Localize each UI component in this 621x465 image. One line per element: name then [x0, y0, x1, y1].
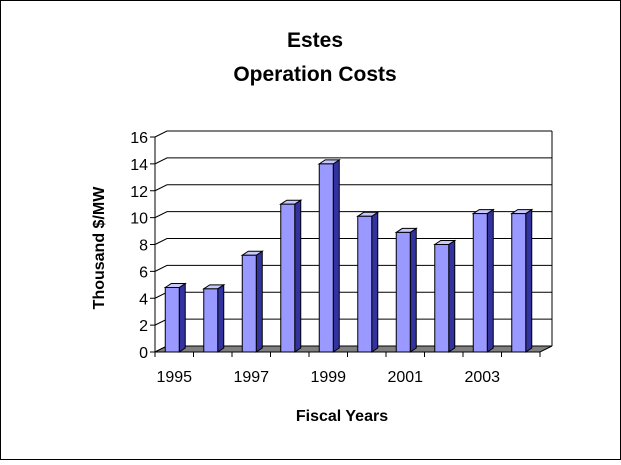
bar-2003: [472, 213, 488, 353]
bar-2001: [395, 231, 411, 353]
y-tick-label-7: 14: [130, 157, 148, 174]
chart-title-line-1: Estes: [287, 29, 343, 52]
bar-side-1997: [255, 250, 263, 353]
y-tick-label-5: 10: [130, 211, 148, 228]
y-tick-label-2: 4: [139, 291, 148, 308]
bar-side-2001: [409, 227, 417, 353]
x-tick-label-1999: 1999: [310, 369, 346, 386]
bar-side-1999: [332, 158, 340, 353]
gridline-4: [154, 238, 552, 245]
bar-2002: [434, 244, 450, 353]
bar-1997: [241, 254, 257, 353]
x-tick-label-2003: 2003: [464, 369, 500, 386]
y-axis-title: Thousand $/MW: [91, 186, 108, 310]
bar-1996: [203, 288, 219, 353]
x-tick-label-1997: 1997: [233, 369, 269, 386]
gridline-6: [154, 184, 552, 192]
bar-side-2004: [525, 208, 533, 353]
plot-area: 0 2 4 6 8 10 12 14 16 1995 1997 1999 2001 2003: [130, 130, 553, 386]
y-tick-label-3: 6: [139, 264, 148, 281]
gridline-5: [154, 211, 552, 219]
y-tick-label-8: 16: [130, 130, 148, 147]
gridline-8: [154, 130, 552, 138]
y-tick-label-4: 8: [139, 238, 148, 255]
bar-1999: [318, 163, 334, 353]
bar-side-1995: [178, 282, 186, 353]
bar-2000: [357, 215, 373, 353]
y-tick-label-0: 0: [139, 345, 148, 362]
y-tick-label-1: 2: [139, 318, 148, 335]
x-axis-title: Fiscal Years: [296, 408, 388, 425]
bar-2004: [511, 213, 527, 353]
x-tick-label-2001: 2001: [387, 369, 423, 386]
bar-side-2002: [448, 239, 456, 353]
x-tick-label-1995: 1995: [156, 369, 192, 386]
bar-1998: [280, 203, 296, 353]
bar-side-1998: [294, 199, 302, 353]
gridline-3: [154, 264, 552, 272]
bar-side-1996: [217, 283, 225, 353]
bar-side-2003: [486, 208, 494, 353]
gridline-7: [154, 157, 552, 165]
bar-side-2000: [371, 211, 379, 353]
bar-1995: [164, 287, 180, 353]
y-tick-label-6: 12: [130, 184, 148, 201]
chart-title-line-2: Operation Costs: [233, 63, 396, 86]
